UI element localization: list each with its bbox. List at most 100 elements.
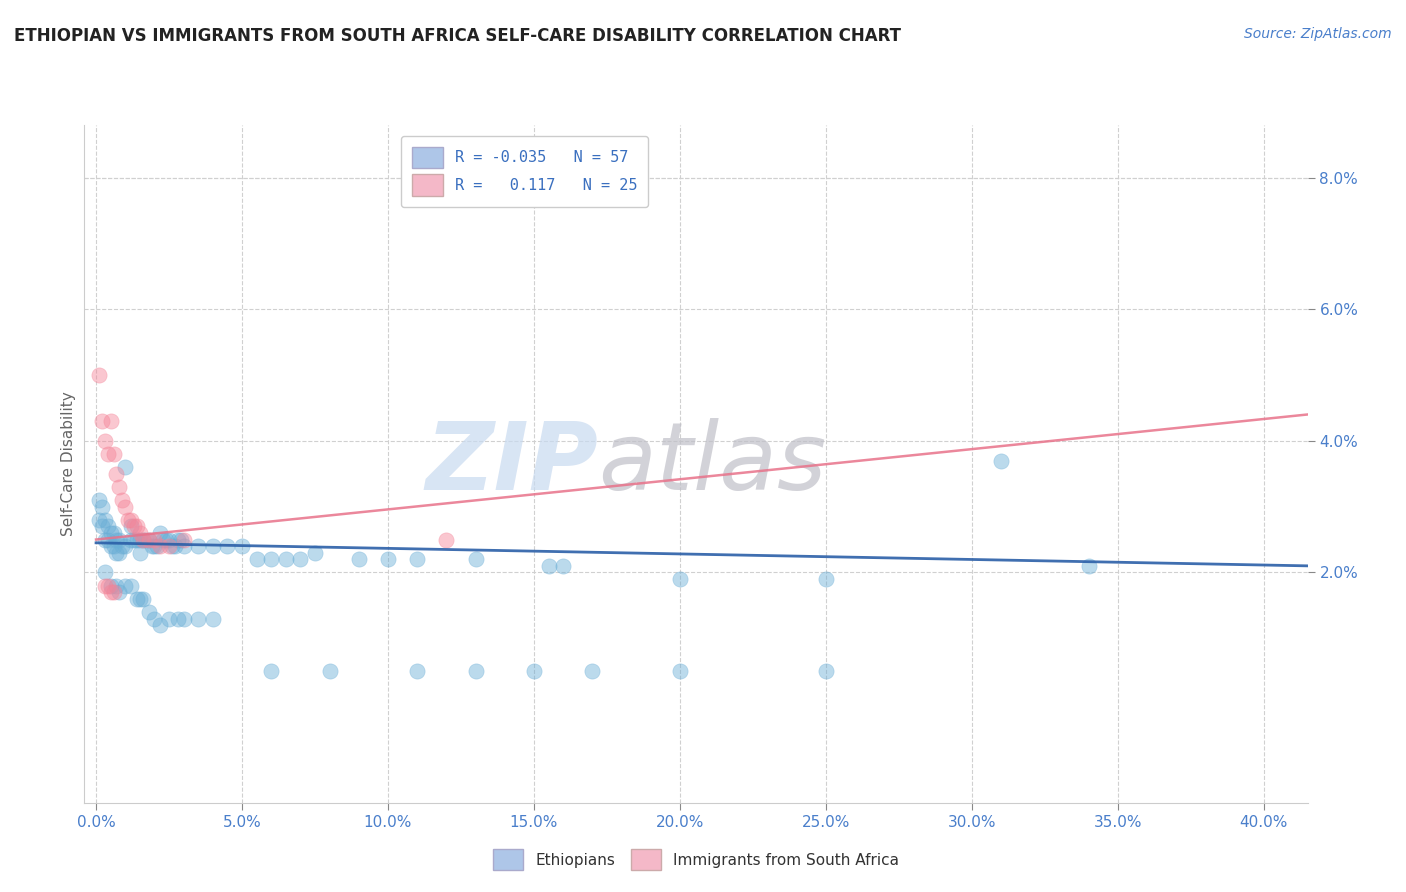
Point (434, 533, 457, 547)
Point (103, 525, 125, 540)
Point (105, 546, 128, 560)
Point (120, 513, 142, 527)
Point (114, 539, 136, 553)
Point (523, 664, 546, 678)
Point (318, 664, 340, 678)
Point (100, 414, 122, 428)
Point (814, 572, 837, 586)
Point (553, 558, 575, 573)
Point (246, 552, 269, 566)
Point (100, 579, 122, 593)
Point (117, 513, 139, 527)
Point (669, 664, 692, 678)
Point (537, 558, 560, 573)
Point (1077, 558, 1099, 573)
Point (201, 539, 224, 553)
Point (231, 539, 253, 553)
Point (157, 539, 180, 553)
Point (138, 533, 160, 547)
Point (87, 368, 110, 382)
Point (132, 533, 155, 547)
Point (132, 533, 155, 547)
Point (90, 519, 112, 533)
Point (100, 585, 122, 599)
Point (406, 552, 429, 566)
Point (103, 539, 125, 553)
Point (108, 585, 131, 599)
Point (94, 513, 117, 527)
Point (814, 664, 837, 678)
Point (464, 552, 486, 566)
Point (128, 591, 150, 606)
Point (377, 552, 399, 566)
Point (149, 539, 172, 553)
Point (155, 533, 177, 547)
Point (170, 533, 193, 547)
Point (304, 546, 326, 560)
Point (143, 611, 166, 625)
Point (108, 546, 131, 560)
Point (146, 539, 169, 553)
Point (347, 552, 370, 566)
Point (990, 453, 1012, 467)
Point (105, 579, 128, 593)
Point (87, 493, 110, 508)
Point (94, 579, 117, 593)
Point (122, 533, 145, 547)
Point (97, 447, 120, 461)
Point (157, 611, 180, 625)
Point (187, 611, 209, 625)
Point (105, 533, 128, 547)
Point (105, 467, 128, 481)
Point (260, 552, 283, 566)
Point (111, 493, 134, 508)
Point (166, 533, 188, 547)
Point (90, 414, 112, 428)
Point (97, 533, 120, 547)
Point (143, 539, 166, 553)
Text: atlas: atlas (598, 418, 827, 509)
Point (90, 500, 112, 514)
Point (108, 533, 131, 547)
Point (669, 572, 692, 586)
Point (120, 533, 142, 547)
Point (128, 525, 150, 540)
Point (166, 611, 188, 625)
Point (128, 546, 150, 560)
Point (217, 539, 239, 553)
Point (135, 533, 157, 547)
Point (163, 539, 186, 553)
Point (581, 664, 603, 678)
Point (149, 525, 172, 540)
Point (94, 533, 117, 547)
Point (138, 605, 160, 619)
Point (173, 539, 195, 553)
Point (141, 539, 163, 553)
Point (114, 460, 136, 475)
Point (132, 591, 155, 606)
Point (260, 664, 283, 678)
Point (100, 525, 122, 540)
Text: ZIP: ZIP (425, 417, 598, 510)
Point (173, 533, 195, 547)
Point (128, 533, 150, 547)
Point (464, 664, 486, 678)
Point (125, 533, 148, 547)
Point (125, 519, 148, 533)
Point (143, 533, 166, 547)
Point (152, 533, 174, 547)
Point (111, 539, 134, 553)
Point (100, 539, 122, 553)
Point (149, 618, 172, 632)
Point (157, 533, 180, 547)
Y-axis label: Self-Care Disability: Self-Care Disability (60, 392, 76, 536)
Point (97, 579, 120, 593)
Text: Source: ZipAtlas.com: Source: ZipAtlas.com (1244, 27, 1392, 41)
Point (201, 611, 224, 625)
Text: ETHIOPIAN VS IMMIGRANTS FROM SOUTH AFRICA SELF-CARE DISABILITY CORRELATION CHART: ETHIOPIAN VS IMMIGRANTS FROM SOUTH AFRIC… (14, 27, 901, 45)
Point (94, 566, 117, 580)
Point (103, 447, 125, 461)
Legend: Ethiopians, Immigrants from South Africa: Ethiopians, Immigrants from South Africa (486, 843, 905, 877)
Point (94, 434, 117, 448)
Point (120, 579, 142, 593)
